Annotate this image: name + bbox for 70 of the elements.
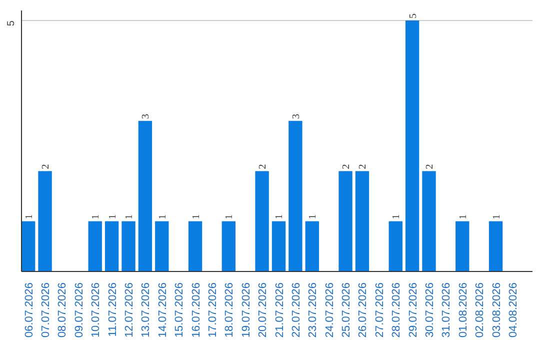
data-label: 1 — [124, 214, 136, 220]
x-tick-label: 21.07.2026 — [274, 282, 286, 338]
data-label: 5 — [408, 14, 419, 19]
x-tick-label: 27.07.2026 — [374, 282, 386, 338]
bar — [338, 171, 352, 272]
x-tick-label: 20.07.2026 — [257, 282, 270, 338]
x-tick-label: 22.07.2026 — [290, 282, 302, 338]
x-tick-label: 09.07.2026 — [73, 282, 86, 338]
x-tick-label: 29.07.2026 — [407, 282, 420, 338]
data-label: 1 — [157, 214, 168, 220]
x-tick-label: 01.08.2026 — [457, 282, 470, 338]
bar — [456, 221, 470, 272]
bar — [138, 120, 152, 272]
x-tick-label: 04.08.2026 — [507, 282, 520, 338]
data-label: 1 — [224, 214, 236, 220]
bar — [422, 171, 436, 272]
bar — [22, 221, 36, 272]
bar — [255, 171, 269, 272]
x-tick-label: 02.08.2026 — [474, 282, 486, 338]
x-tick-label: 25.07.2026 — [340, 282, 353, 338]
x-tick-label: 03.08.2026 — [490, 282, 503, 338]
bar — [122, 221, 136, 272]
data-label: 3 — [140, 114, 152, 119]
x-tick-label: 16.07.2026 — [190, 282, 202, 338]
data-label: 1 — [190, 214, 202, 220]
x-tick-label: 15.07.2026 — [174, 282, 186, 338]
data-label: 1 — [308, 214, 319, 220]
data-label: 2 — [258, 164, 269, 170]
data-label: 3 — [290, 114, 302, 119]
x-tick-label: 08.07.2026 — [56, 282, 69, 338]
x-tick-label: 23.07.2026 — [307, 282, 320, 338]
bar — [155, 221, 169, 272]
bar — [272, 221, 286, 272]
bar — [88, 221, 102, 272]
bar — [488, 221, 503, 272]
bar — [305, 221, 319, 272]
x-tick-label: 19.07.2026 — [240, 282, 252, 338]
data-label: 1 — [107, 214, 118, 220]
x-tick-label: 12.07.2026 — [124, 282, 136, 338]
x-tick-label: 10.07.2026 — [90, 282, 102, 338]
data-label: 2 — [424, 164, 436, 170]
bar — [188, 221, 202, 272]
x-tick-label: 30.07.2026 — [424, 282, 436, 338]
data-label: 1 — [90, 214, 102, 220]
x-tick-label: 31.07.2026 — [440, 282, 453, 338]
x-tick-label: 17.07.2026 — [206, 282, 219, 338]
bar — [222, 221, 236, 272]
data-label: 2 — [358, 164, 369, 170]
data-label: 1 — [491, 214, 502, 220]
bar — [355, 171, 370, 272]
data-label: 1 — [458, 214, 469, 220]
x-tick-label: 06.07.2026 — [23, 282, 36, 338]
x-tick-label: 24.07.2026 — [324, 282, 336, 338]
bar — [38, 171, 52, 272]
data-label: 1 — [391, 214, 402, 220]
bar — [405, 20, 420, 272]
data-label: 1 — [274, 214, 286, 220]
data-label: 2 — [341, 164, 352, 170]
x-tick-label: 18.07.2026 — [224, 282, 236, 338]
x-tick-label: 26.07.2026 — [357, 282, 370, 338]
bar — [388, 221, 402, 272]
bar — [104, 221, 119, 272]
data-label: 2 — [40, 164, 52, 170]
x-tick-label: 14.07.2026 — [156, 282, 169, 338]
x-tick-label: 13.07.2026 — [140, 282, 152, 338]
x-tick-label: 11.07.2026 — [106, 282, 119, 337]
x-tick-label: 28.07.2026 — [390, 282, 403, 338]
bar — [288, 120, 302, 272]
data-label: 1 — [24, 214, 35, 220]
x-tick-label: 07.07.2026 — [40, 282, 52, 338]
